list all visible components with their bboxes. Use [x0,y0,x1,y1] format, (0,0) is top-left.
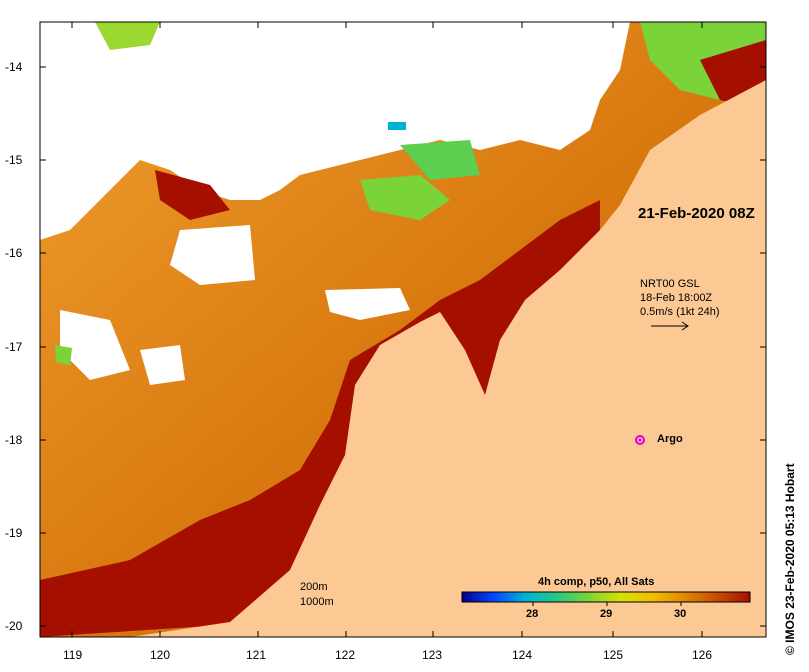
lat-tick-label: -18 [5,433,23,447]
colorbar-tick-label: 30 [674,608,687,620]
colorbar-ticks [532,602,682,606]
cloud-patch-3 [60,310,130,380]
cool-patch-5 [55,345,72,365]
axis-ticks [40,22,766,637]
cloud-patch-4 [140,345,185,385]
current-scale-arrow [651,321,689,331]
image-timestamp: 21-Feb-2020 08Z [638,205,755,222]
lon-tick-label: 126 [692,648,713,662]
cool-patch-1 [360,175,450,220]
lon-tick-label: 123 [422,648,443,662]
cloud-mask-north [40,22,630,240]
lat-tick-label: -15 [5,153,23,167]
credit-label: © IMOS 23-Feb-2020 05:13 Hobart [783,463,797,655]
lat-tick-label: -19 [5,526,23,540]
cool-patch-2 [400,140,480,180]
colorbar [461,591,751,603]
argo-label: Argo [657,433,683,445]
colorbar-title: 4h comp, p50, All Sats [538,576,655,588]
lat-tick-label: -16 [5,246,23,260]
current-source-label: NRT00 GSL [640,278,700,290]
argo-marker[interactable] [635,435,645,445]
lat-tick-label: -17 [5,340,23,354]
cloud-patch-1 [170,225,255,285]
depth-1000-label: 1000m [300,596,334,608]
cloud-patch-2 [325,288,410,320]
cool-patch-6 [388,122,406,130]
lon-tick-label: 124 [512,648,533,662]
lon-tick-label: 125 [603,648,624,662]
lon-tick-label: 119 [63,648,83,662]
lat-tick-label: -20 [5,619,23,633]
lon-tick-label: 122 [335,648,356,662]
lat-tick-label: -14 [5,60,23,74]
current-time-label: 18-Feb 18:00Z [640,292,713,304]
warm-coastal-water [40,200,600,637]
depth-200-label: 200m [300,581,328,593]
warm-patch-north [155,170,230,220]
land-australia [130,80,766,637]
colorbar-tick-label: 29 [600,608,613,620]
cool-patch-4 [95,22,160,50]
map-frame [39,21,767,638]
lon-tick-label: 120 [150,648,171,662]
lon-tick-label: 121 [246,648,267,662]
colorbar-tick-label: 28 [526,608,539,620]
current-scale-label: 0.5m/s (1kt 24h) [640,306,720,318]
